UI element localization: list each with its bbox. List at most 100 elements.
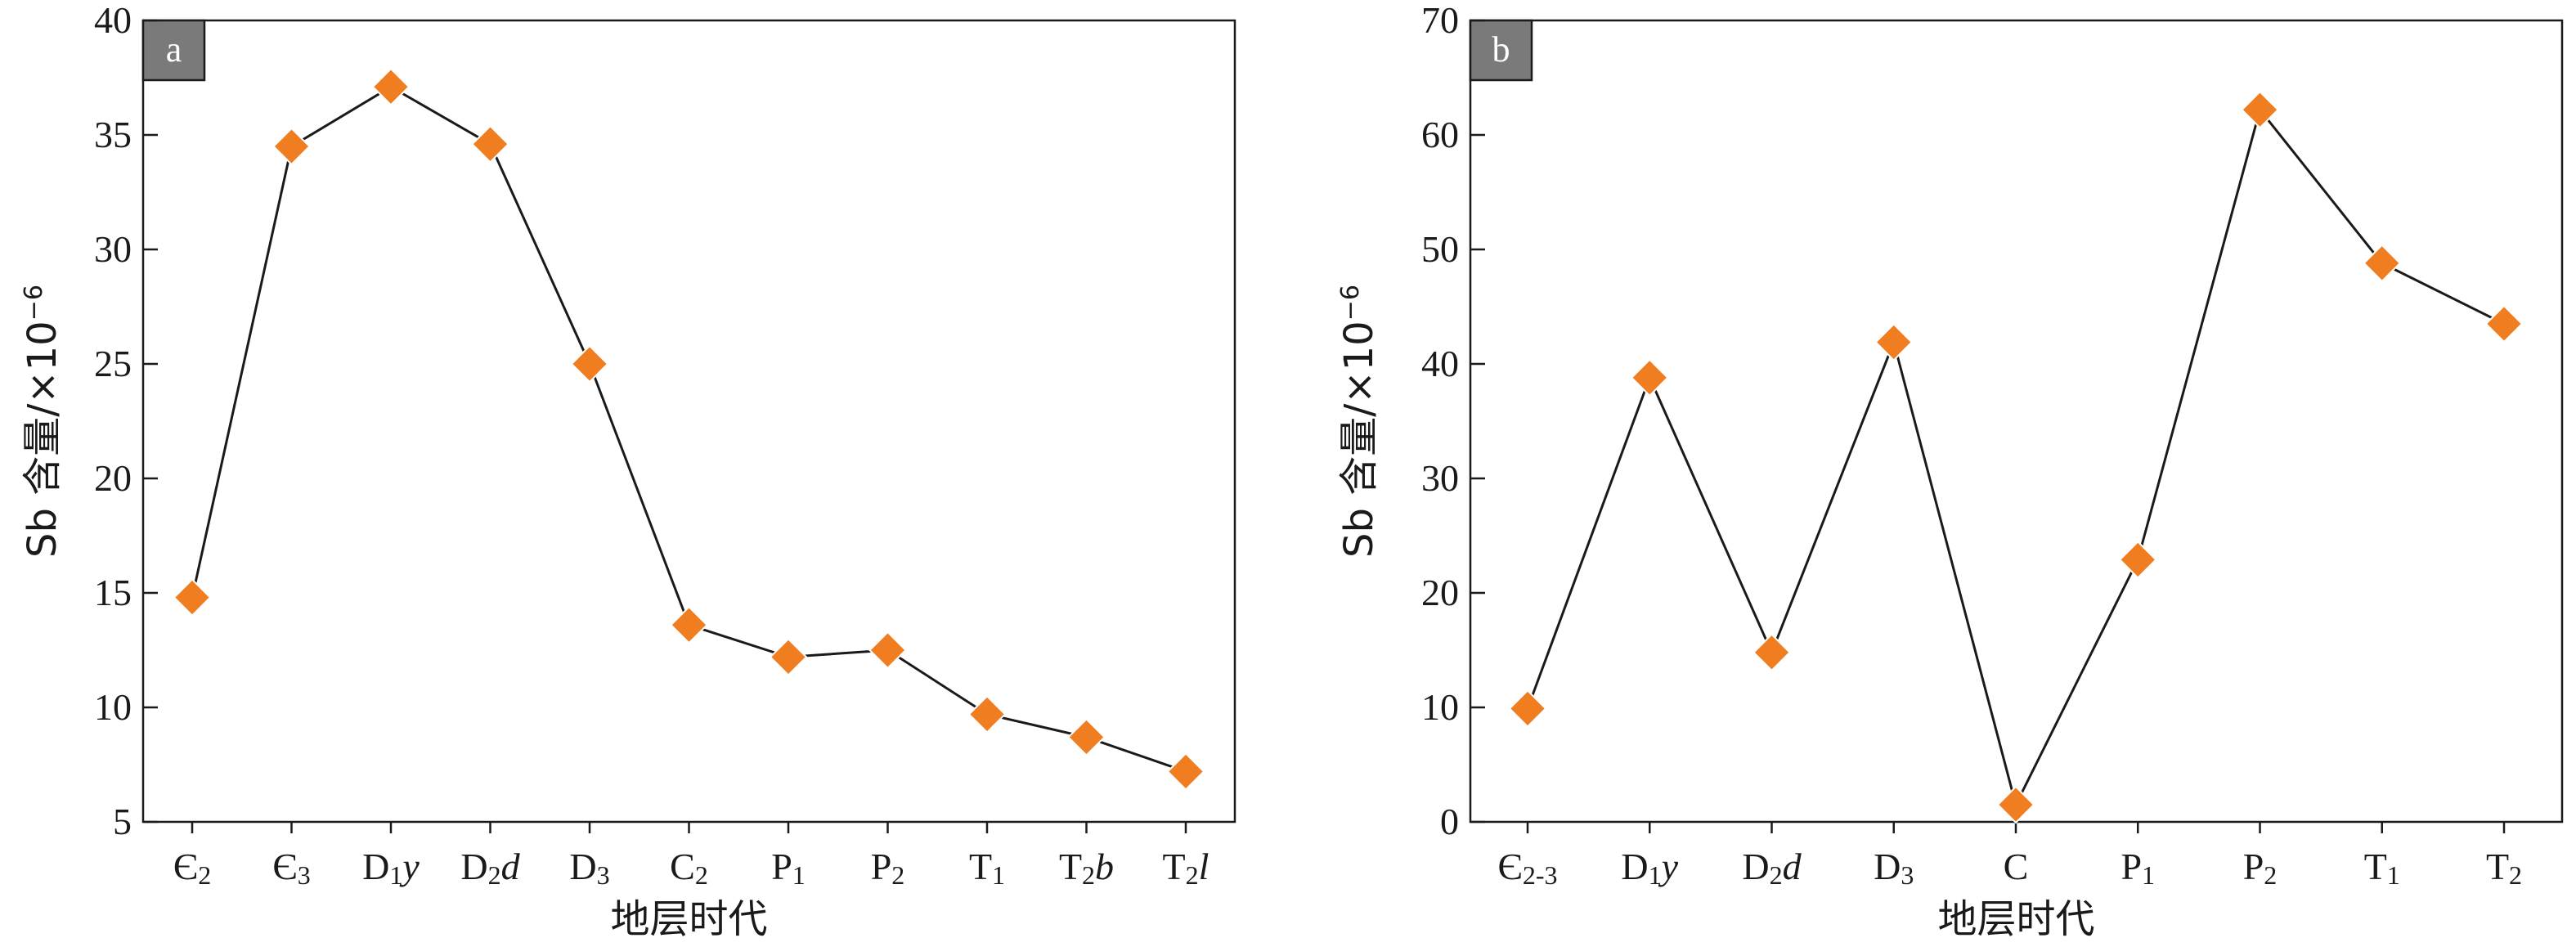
data-point-marker bbox=[1508, 689, 1547, 728]
category-label-part: C bbox=[2004, 846, 2029, 887]
y-tick-label: 15 bbox=[94, 572, 132, 613]
x-tick-label: T2 bbox=[2486, 846, 2522, 890]
x-tick-label: D1y bbox=[362, 846, 420, 890]
data-point-marker bbox=[2363, 244, 2402, 283]
y-tick-label: 5 bbox=[113, 801, 132, 842]
category-label-part: 1 bbox=[1649, 860, 1662, 890]
x-tick-label: Є2-3 bbox=[1497, 846, 1557, 890]
data-point-marker bbox=[173, 578, 212, 617]
y-tick-label: 40 bbox=[1421, 343, 1459, 384]
y-tick-label: 30 bbox=[1421, 457, 1459, 499]
x-tick-label: C bbox=[2004, 846, 2029, 887]
category-label-part: 3 bbox=[1901, 860, 1914, 890]
category-label-part: 2 bbox=[1082, 860, 1095, 890]
category-label-part: l bbox=[1199, 846, 1209, 887]
panel-badge-label: b bbox=[1492, 29, 1510, 70]
data-point-marker bbox=[670, 605, 708, 644]
x-tick-label: D3 bbox=[1874, 846, 1914, 890]
y-tick-label: 70 bbox=[1421, 0, 1459, 41]
y-tick-label: 50 bbox=[1421, 228, 1459, 270]
panel-badge: b bbox=[1469, 19, 1533, 82]
category-label-part: T bbox=[1059, 846, 1082, 887]
category-label-part: P bbox=[2120, 846, 2142, 887]
series-line bbox=[191, 85, 1187, 773]
category-label-part: y bbox=[399, 846, 420, 887]
category-label-part: D bbox=[1874, 846, 1901, 887]
data-point-marker bbox=[2118, 540, 2157, 579]
y-tick-label: 35 bbox=[94, 114, 132, 155]
x-tick-label: T2l bbox=[1163, 846, 1209, 890]
category-label-part: d bbox=[501, 846, 521, 887]
category-label-part: P bbox=[771, 846, 792, 887]
x-tick-label: D2d bbox=[460, 846, 520, 890]
y-tick-label: 60 bbox=[1421, 114, 1459, 155]
panel-badge-label: a bbox=[166, 29, 182, 70]
data-point-marker bbox=[272, 127, 311, 166]
data-point-marker bbox=[1752, 633, 1791, 672]
data-point-marker bbox=[1630, 358, 1669, 397]
x-tick-label: D1y bbox=[1621, 846, 1678, 890]
category-label-part: b bbox=[1095, 846, 1114, 887]
category-label-part: Є bbox=[173, 846, 198, 887]
x-axis-title: 地层时代 bbox=[1937, 896, 2094, 942]
y-tick-label: 0 bbox=[1440, 801, 1459, 842]
x-tick-label: P1 bbox=[2120, 846, 2155, 890]
y-tick-label: 20 bbox=[1421, 572, 1459, 613]
category-label-part: 2 bbox=[891, 860, 904, 890]
y-tick-label: 40 bbox=[94, 0, 132, 41]
category-label-part: 1 bbox=[2142, 860, 2155, 890]
category-label-part: T bbox=[1163, 846, 1186, 887]
panel-badge-box bbox=[141, 19, 206, 82]
y-axis-title: Sb 含量/×10−6 bbox=[20, 285, 66, 558]
category-label-part: 1 bbox=[992, 860, 1005, 890]
category-label-part: Є bbox=[272, 846, 297, 887]
data-point-marker bbox=[1067, 717, 1106, 756]
category-label-part: D bbox=[1742, 846, 1769, 887]
category-label-part: P bbox=[2243, 846, 2264, 887]
category-label-part: 2-3 bbox=[1523, 860, 1558, 890]
category-label-part: d bbox=[1783, 846, 1802, 887]
y-tick-label: 30 bbox=[94, 228, 132, 270]
panel-badge-box bbox=[1469, 19, 1533, 82]
data-point-marker bbox=[570, 344, 609, 384]
data-point-marker bbox=[1874, 322, 1914, 361]
x-tick-label: T2b bbox=[1059, 846, 1114, 890]
x-tick-label: D3 bbox=[569, 846, 609, 890]
category-label-part: T bbox=[2486, 846, 2509, 887]
category-label-part: 2 bbox=[198, 860, 211, 890]
category-label-part: D bbox=[362, 846, 389, 887]
category-label-part: 2 bbox=[488, 860, 501, 890]
category-label-part: 2 bbox=[695, 860, 708, 890]
category-label-part: D bbox=[460, 846, 487, 887]
x-tick-label: P2 bbox=[2243, 846, 2278, 890]
data-point-marker bbox=[967, 694, 1007, 734]
data-point-marker bbox=[471, 124, 509, 164]
panel-badge: a bbox=[141, 19, 206, 82]
x-tick-label: P1 bbox=[771, 846, 806, 890]
y-tick-label: 10 bbox=[94, 686, 132, 728]
category-label-part: y bbox=[1658, 846, 1679, 887]
y-tick-label: 25 bbox=[94, 343, 132, 384]
category-label-part: C bbox=[670, 846, 695, 887]
y-tick-label: 20 bbox=[94, 457, 132, 499]
data-point-marker bbox=[2484, 304, 2524, 343]
category-label-part: 2 bbox=[2264, 860, 2277, 890]
category-label-part: 1 bbox=[792, 860, 806, 890]
category-label-part: 2 bbox=[1770, 860, 1783, 890]
data-point-marker bbox=[1996, 785, 2035, 824]
y-axis-title-text: Sb 含量/×10 bbox=[20, 321, 65, 558]
y-axis-title: Sb 含量/×10−6 bbox=[1336, 285, 1383, 558]
x-tick-label: C2 bbox=[670, 846, 708, 890]
category-label-part: P bbox=[871, 846, 892, 887]
category-label-part: T bbox=[2364, 846, 2387, 887]
category-label-part: 2 bbox=[1186, 860, 1199, 890]
data-point-marker bbox=[2241, 90, 2279, 129]
data-point-marker bbox=[1166, 752, 1205, 791]
data-point-marker bbox=[868, 631, 907, 670]
category-label-part: 1 bbox=[2387, 860, 2400, 890]
category-label-part: 2 bbox=[2509, 860, 2522, 890]
data-point-marker bbox=[371, 67, 411, 106]
category-label-part: D bbox=[1621, 846, 1648, 887]
